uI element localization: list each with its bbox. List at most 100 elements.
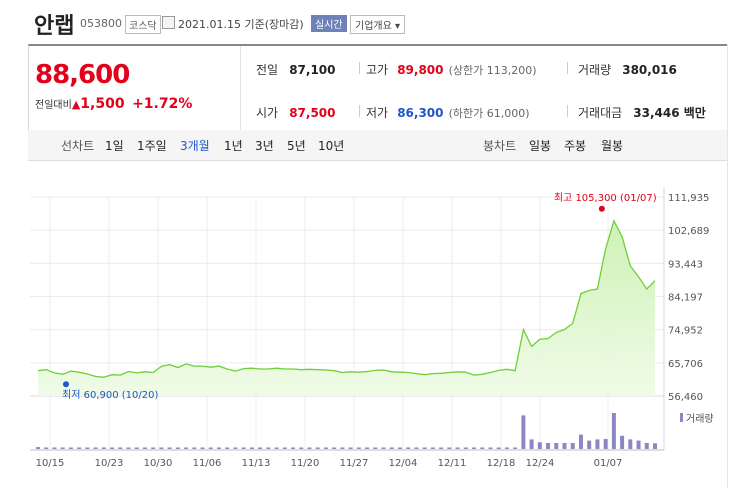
- change-value: 1,500: [80, 96, 125, 112]
- volume-bar: [299, 447, 304, 449]
- volume-bar: [546, 443, 551, 449]
- volume-bar: [439, 447, 444, 449]
- prev-close-stat: 전일 87,100: [256, 59, 336, 78]
- x-tick-label: 11/13: [242, 458, 271, 469]
- volume-bar: [653, 443, 657, 449]
- high-value: 89,800: [397, 63, 444, 77]
- tab-1w[interactable]: 1주일: [137, 139, 167, 153]
- volume-bar: [249, 447, 254, 449]
- volume-bar: [36, 447, 40, 449]
- volume-bar: [167, 447, 172, 449]
- volume-bar: [455, 447, 460, 449]
- tab-1y[interactable]: 1년: [224, 139, 243, 153]
- volume-bar: [504, 447, 509, 449]
- volume-bar: [562, 443, 567, 449]
- volume-bar: [463, 447, 468, 449]
- volume-bar: [480, 447, 485, 449]
- volume-bar: [225, 447, 230, 449]
- tab-5y[interactable]: 5년: [287, 139, 306, 153]
- low-value: 86,300: [397, 106, 444, 120]
- volume-bar: [101, 447, 106, 449]
- extreme-markers: 최고 105,300 (01/07) 최저 60,900 (10/20): [62, 192, 657, 401]
- market-badge: 코스닥: [125, 15, 161, 34]
- prev-close-label: 전일: [256, 63, 279, 77]
- volume-bar: [603, 438, 608, 449]
- volume-bar: [430, 447, 435, 449]
- volume-bar: [60, 447, 65, 449]
- tab-3m[interactable]: 3개월: [180, 139, 210, 153]
- current-price: 88,600: [35, 60, 130, 90]
- quote-panel: 88,600 전일대비▲1,500 +1.72% 전일 87,100 고가 89…: [28, 44, 729, 133]
- divider: [567, 105, 568, 117]
- tab-monthly[interactable]: 월봉: [601, 139, 624, 153]
- volume-bar: [381, 447, 386, 449]
- volume-bar: [611, 413, 616, 449]
- divider: [359, 62, 360, 74]
- volume-bar: [192, 447, 197, 449]
- volume-bar: [414, 447, 419, 449]
- volume-legend-label: 거래량: [686, 413, 714, 425]
- volume-bar: [472, 447, 477, 449]
- high-stat: 고가 89,800 (상한가 113,200): [366, 59, 537, 78]
- volume-bar: [93, 447, 98, 449]
- tab-3y[interactable]: 3년: [255, 139, 274, 153]
- volume-bar: [266, 447, 271, 449]
- amount-value: 33,446 백만: [633, 106, 706, 120]
- tab-1d[interactable]: 1일: [105, 139, 124, 153]
- stock-name: 안랩: [34, 14, 75, 39]
- y-tick-label: 93,443: [668, 259, 703, 270]
- volume-value: 380,016: [622, 63, 677, 77]
- volume-bar: [307, 447, 312, 449]
- company-info-dropdown[interactable]: 기업개요 ▾: [350, 15, 405, 34]
- volume-bar: [620, 435, 625, 449]
- volume-bar: [422, 447, 427, 449]
- volume-bar: [142, 447, 147, 449]
- volume-bar: [537, 442, 542, 449]
- scrollbar[interactable]: [727, 44, 741, 488]
- volume-bar: [397, 447, 402, 449]
- y-tick-label: 102,689: [668, 226, 709, 237]
- volume-bar: [159, 447, 164, 449]
- change-percent: +1.72%: [132, 96, 193, 112]
- x-tick-label: 11/27: [340, 458, 369, 469]
- volume-stat: 거래량 380,016: [578, 59, 677, 78]
- volume-bar: [282, 447, 287, 449]
- tab-daily[interactable]: 일봉: [529, 139, 552, 153]
- volume-bar: [636, 440, 641, 449]
- candle-chart-label: 봉차트: [483, 139, 517, 153]
- prev-close-value: 87,100: [289, 63, 336, 77]
- x-tick-label: 11/20: [291, 458, 320, 469]
- tab-10y[interactable]: 10년: [318, 139, 345, 153]
- price-line: [37, 219, 656, 378]
- volume-bar: [628, 439, 633, 449]
- realtime-button[interactable]: 실시간: [311, 15, 347, 32]
- volume-bar: [496, 447, 501, 449]
- volume-bar: [200, 447, 205, 449]
- volume-bar: [52, 447, 57, 449]
- open-value: 87,500: [289, 106, 336, 120]
- divider: [567, 62, 568, 74]
- line-chart-label: 선차트: [61, 139, 95, 153]
- volume-bar: [216, 447, 221, 449]
- upper-limit: (상한가 113,200): [448, 64, 537, 77]
- volume-bar: [258, 447, 263, 449]
- volume-bar: [118, 447, 123, 449]
- volume-bar: [365, 447, 370, 449]
- tab-weekly[interactable]: 주봉: [564, 139, 587, 153]
- x-tick-label: 12/24: [526, 458, 555, 469]
- volume-bar: [85, 447, 90, 449]
- x-tick-label: 11/06: [193, 458, 222, 469]
- max-marker: [598, 205, 605, 212]
- volume-bar: [587, 440, 592, 449]
- volume-bar: [595, 439, 600, 449]
- volume-bar: [332, 447, 337, 449]
- up-arrow-icon: ▲: [71, 98, 81, 111]
- calendar-icon: [162, 16, 175, 29]
- volume-bar: [447, 447, 452, 449]
- volume-bar: [323, 447, 328, 449]
- volume-bar: [570, 443, 575, 449]
- x-tick-label: 10/23: [95, 458, 124, 469]
- divider: [359, 105, 360, 117]
- chart-grid: [30, 187, 665, 451]
- volume-bar: [373, 447, 378, 449]
